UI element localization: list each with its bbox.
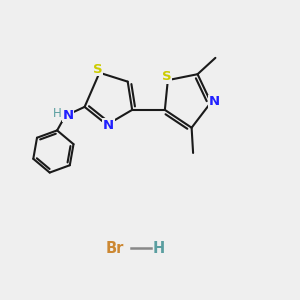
Text: S: S [161,70,171,83]
Text: N: N [63,109,74,122]
Text: N: N [209,95,220,108]
Text: S: S [93,63,103,76]
Text: N: N [103,119,114,132]
Text: Br: Br [105,241,124,256]
Text: H: H [153,241,165,256]
Text: H: H [52,107,61,120]
